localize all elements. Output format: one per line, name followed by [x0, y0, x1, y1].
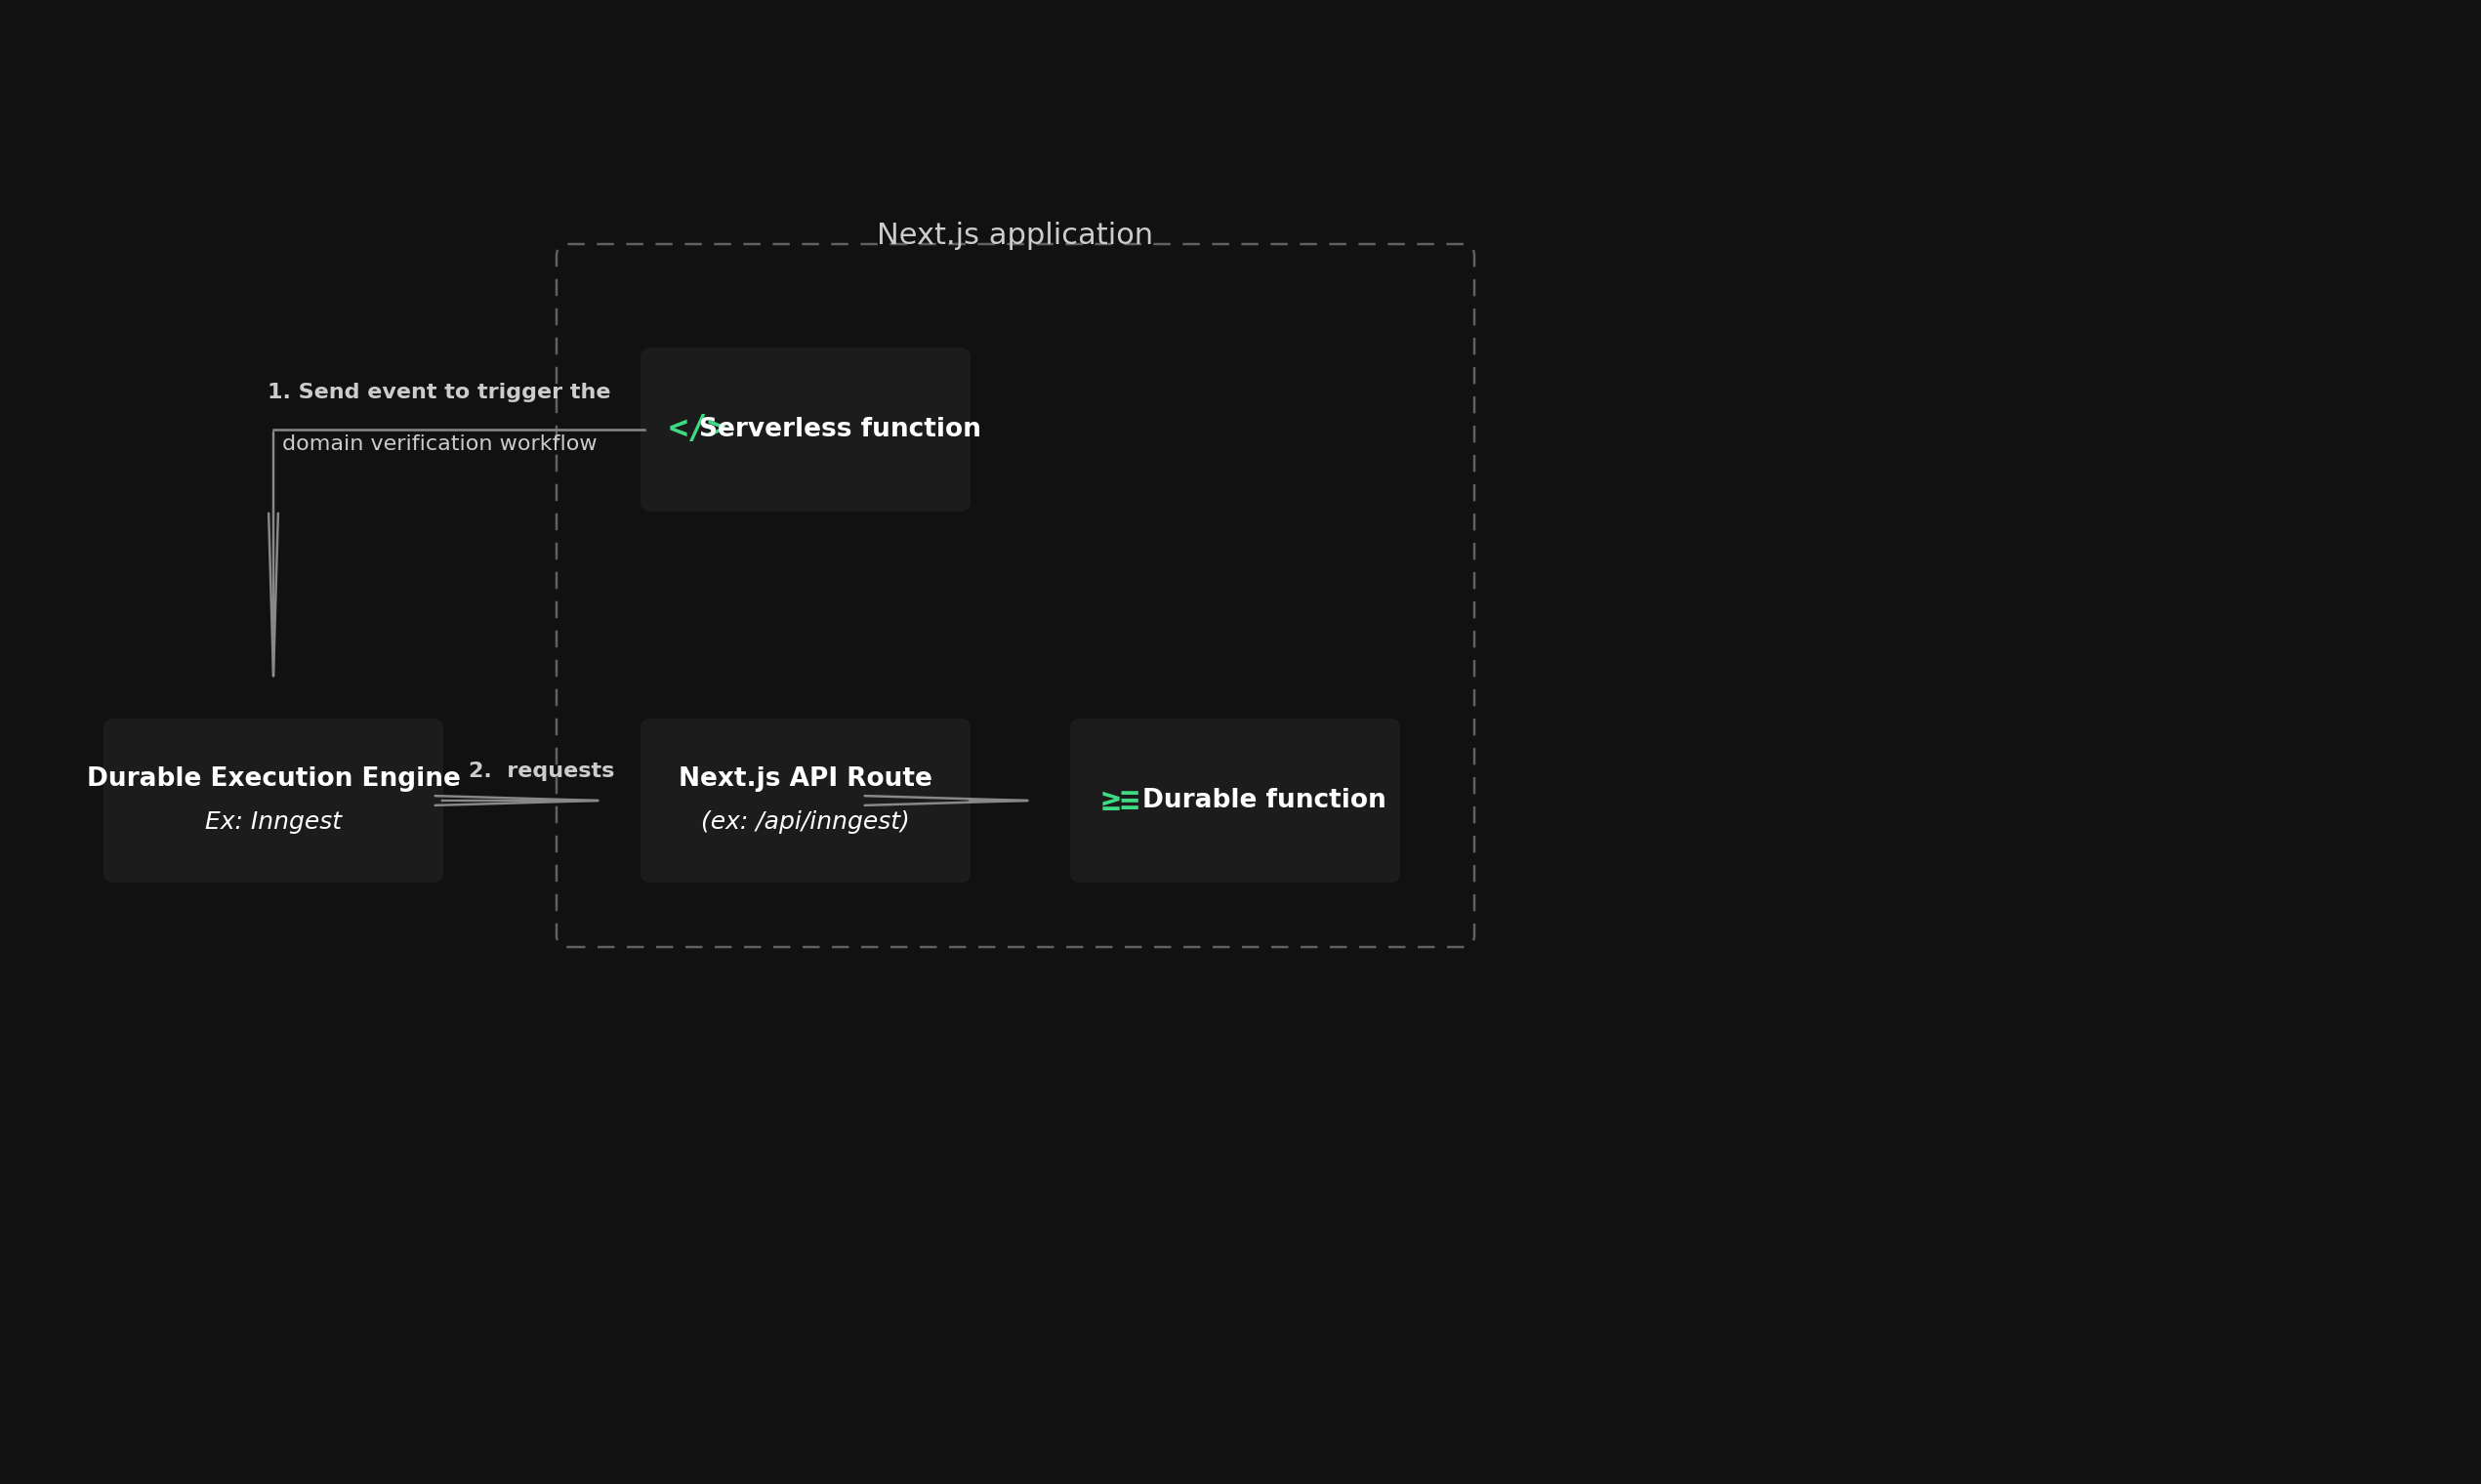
Text: Next.js application: Next.js application: [878, 221, 1154, 249]
Text: </>: </>: [670, 414, 727, 445]
Text: Next.js API Route: Next.js API Route: [680, 766, 933, 792]
Text: 1. Send event to trigger the: 1. Send event to trigger the: [268, 383, 610, 402]
Text: Durable function: Durable function: [1141, 788, 1387, 813]
Text: (ex: /api/inngest): (ex: /api/inngest): [702, 810, 911, 834]
Text: Ex: Inngest: Ex: Inngest: [206, 810, 342, 834]
Text: 2.  requests: 2. requests: [469, 761, 615, 781]
Text: ≥≡: ≥≡: [1102, 785, 1141, 816]
FancyBboxPatch shape: [104, 718, 444, 883]
FancyBboxPatch shape: [640, 347, 970, 512]
FancyBboxPatch shape: [1069, 718, 1399, 883]
Text: Serverless function: Serverless function: [700, 417, 980, 442]
Text: Durable Execution Engine: Durable Execution Engine: [87, 766, 461, 792]
FancyBboxPatch shape: [640, 718, 970, 883]
Text: domain verification workflow: domain verification workflow: [283, 435, 598, 454]
